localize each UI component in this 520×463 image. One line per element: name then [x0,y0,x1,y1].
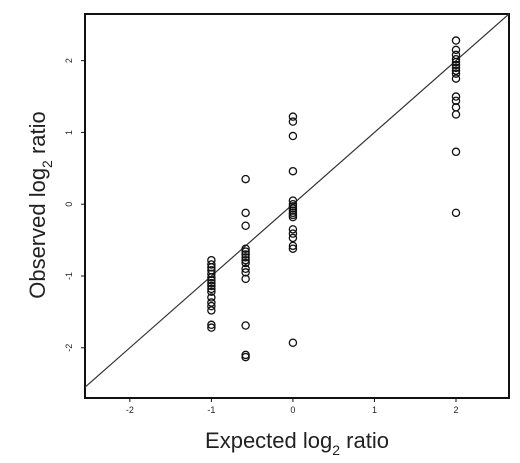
data-point [451,147,461,157]
data-point [451,60,461,70]
data-point [451,36,461,45]
y-tick-label: -1 [64,272,74,280]
y-axis-title-prefix: Observed log [25,168,50,299]
data-point [241,244,250,253]
data-point [207,298,216,307]
data-point [207,263,216,272]
data-point [241,174,250,184]
y-tick-label: 1 [64,130,74,135]
y-axis-title-subscript: 2 [39,160,55,168]
data-point [241,208,250,218]
x-tick-label: 1 [372,405,377,415]
x-tick-label: 0 [290,405,295,415]
data-point [451,63,461,73]
data-point [207,301,216,311]
data-point [451,54,461,64]
data-point [288,117,298,126]
data-point [288,233,298,243]
data-point [241,268,250,277]
data-point [451,57,461,67]
data-point [451,66,461,75]
data-point [241,352,250,362]
data-point [207,293,216,302]
data-point [288,212,298,222]
data-point [241,247,250,256]
data-point [241,255,250,265]
data-point [207,284,216,294]
data-point [451,74,461,83]
data-point [241,321,250,330]
data-point [288,196,298,205]
data-point [241,253,250,262]
y-axis: -2 -1 0 1 2 [64,58,85,352]
data-point [451,92,461,101]
data-point [207,276,216,285]
x-axis-title-suffix: ratio [340,428,389,453]
data-point [241,264,250,274]
data-point [241,258,250,268]
data-point [288,338,298,347]
data-point [288,244,298,253]
data-point [451,96,461,106]
data-point [288,166,298,176]
x-axis-title: Expected log2 ratio [205,428,389,458]
y-tick-label: 0 [64,202,74,207]
y-axis-title-suffix: ratio [25,111,50,160]
data-point [451,45,461,55]
data-point [207,287,216,297]
x-axis-title-prefix: Expected log [205,428,332,453]
data-point [207,278,216,288]
x-axis-title-subscript: 2 [332,442,340,458]
plot-area-border [84,13,510,399]
y-axis-title: Observed log2 ratio [25,111,55,299]
data-point [207,323,216,332]
data-point [241,274,250,284]
data-point [207,320,216,330]
x-tick-label: 2 [453,405,458,415]
data-points-layer [207,36,461,362]
data-point [288,225,298,234]
data-point [288,229,298,238]
y-tick-label: -2 [64,344,74,352]
y-tick-label: 2 [64,58,74,63]
data-point [207,273,216,282]
data-point [207,281,216,291]
data-point [207,260,216,269]
x-tick-label: -2 [126,405,134,415]
data-point [288,241,298,251]
data-point [241,250,250,259]
x-tick-label: -1 [207,405,215,415]
data-point [451,69,461,78]
data-point [451,208,461,218]
x-axis: -2 -1 0 1 2 [126,398,459,415]
data-point [288,112,298,121]
data-point [241,221,250,230]
data-point [207,306,216,315]
data-point [288,131,298,141]
data-point [451,110,461,119]
data-point [207,269,216,279]
